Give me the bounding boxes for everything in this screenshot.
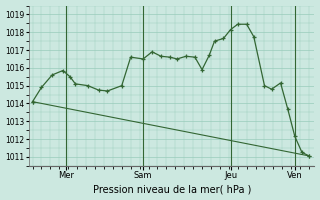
X-axis label: Pression niveau de la mer( hPa ): Pression niveau de la mer( hPa ) xyxy=(92,184,251,194)
